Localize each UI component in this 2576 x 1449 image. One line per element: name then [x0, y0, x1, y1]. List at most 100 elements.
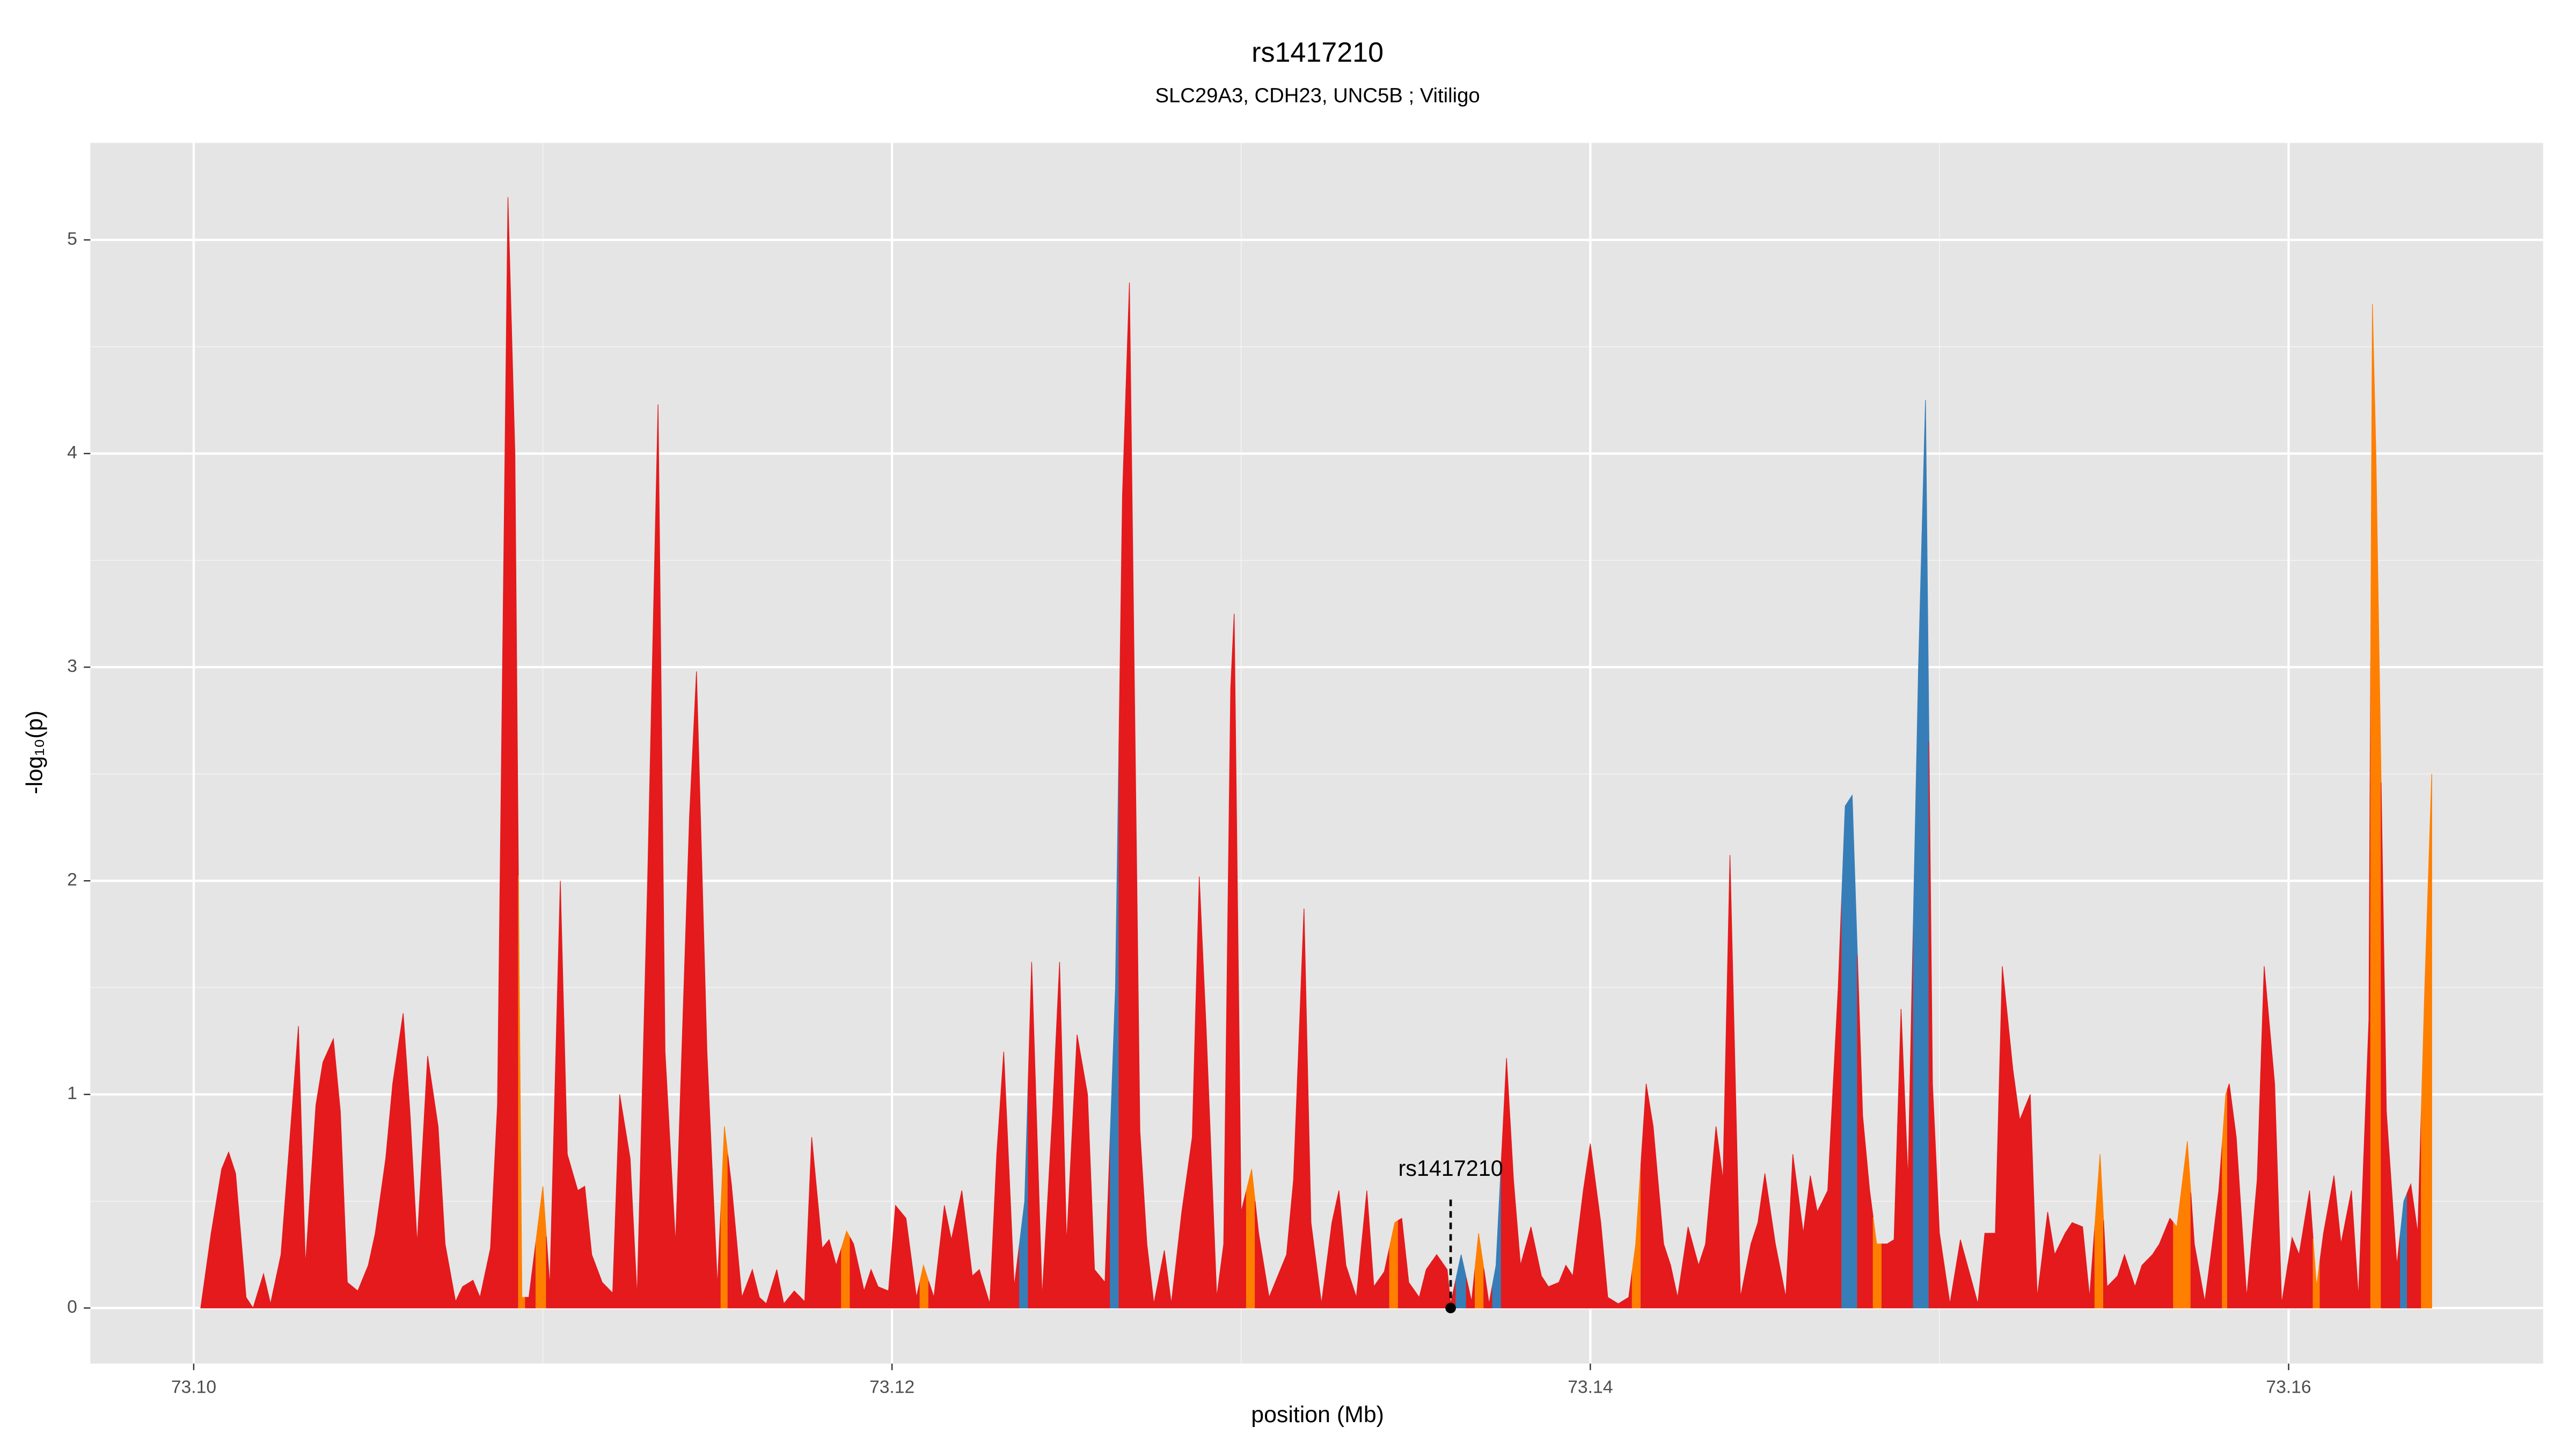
area-segment: [2155, 1231, 2165, 1308]
area-segment: [788, 1290, 800, 1308]
area-segment: [1641, 1084, 1650, 1308]
area-segment: [1397, 1218, 1406, 1308]
area-segment: [780, 1286, 789, 1308]
area-segment: [1274, 1263, 1284, 1308]
area-segment: [2278, 1194, 2287, 1308]
area-segment: [1298, 908, 1308, 1308]
area-segment: [2312, 1238, 2321, 1308]
area-segment: [1857, 955, 1867, 1308]
area-segment: [2421, 881, 2429, 1308]
area-segment: [1682, 1226, 1694, 1308]
area-segment: [1187, 1007, 1196, 1308]
area-segment: [900, 1211, 912, 1308]
area-segment: [2337, 1210, 2347, 1308]
area-segment: [1780, 1226, 1790, 1308]
area-segment: [939, 1205, 948, 1308]
area-segment: [1246, 1169, 1256, 1308]
chart-title: rs1417210: [1252, 37, 1384, 68]
plot-panel: [90, 143, 2543, 1364]
x-tick-label: 73.12: [869, 1378, 914, 1397]
area-segment: [1806, 1175, 1814, 1308]
area-segment: [1719, 1017, 1727, 1308]
area-segment: [771, 1269, 781, 1308]
area-segment: [2112, 1265, 2121, 1308]
area-segment: [891, 1204, 902, 1308]
area-segment: [1290, 1044, 1299, 1308]
area-segment: [1963, 1252, 1973, 1308]
area-segment: [1525, 1226, 1537, 1308]
area-segment: [2407, 1183, 2415, 1308]
area-segment: [441, 1185, 451, 1308]
area-segment: [712, 1169, 721, 1308]
area-segment: [1422, 1261, 1432, 1308]
area-segment: [642, 642, 654, 1308]
area-segment: [1351, 1243, 1362, 1308]
area-segment: [1666, 1254, 1675, 1308]
area-segment: [1865, 1153, 1874, 1308]
area-segment: [467, 1279, 477, 1308]
area-segment: [2251, 1073, 2262, 1308]
area-segment: [2129, 1270, 2139, 1308]
area-segment: [1673, 1262, 1684, 1308]
area-segment: [406, 1064, 414, 1308]
area-segment: [546, 1084, 555, 1308]
y-tick-label: 3: [67, 656, 77, 676]
area-segment: [2428, 774, 2432, 1308]
area-segment: [2042, 1212, 2052, 1308]
area-segment: [2227, 1084, 2234, 1308]
area-segment: [1361, 1190, 1371, 1308]
area-segment: [1623, 1270, 1633, 1308]
area-segment: [1789, 1154, 1799, 1308]
area-segment: [1125, 282, 1135, 1308]
area-segment: [1028, 962, 1037, 1308]
area-segment: [956, 1190, 968, 1308]
area-segment: [850, 1237, 859, 1308]
area-segment: [762, 1286, 772, 1308]
area-segment: [289, 1026, 303, 1308]
area-segment: [1832, 897, 1842, 1308]
area-segment: [1019, 1081, 1029, 1308]
area-segment: [249, 1291, 259, 1309]
area-segment: [1404, 1250, 1415, 1308]
area-segment: [1143, 1187, 1151, 1308]
area-segment: [616, 1094, 626, 1308]
area-segment: [2260, 966, 2270, 1308]
area-segment: [1008, 1169, 1020, 1308]
area-segment: [2068, 1222, 2078, 1308]
area-segment: [336, 1075, 345, 1308]
x-tick-label: 73.16: [2266, 1378, 2311, 1397]
x-axis-label: position (Mb): [1251, 1402, 1384, 1428]
area-segment: [1631, 1163, 1642, 1308]
x-tick-label: 73.10: [171, 1378, 216, 1397]
area-segment: [816, 1192, 826, 1308]
area-segment: [874, 1278, 884, 1308]
area-segment: [1091, 1182, 1100, 1308]
area-segment: [1501, 1058, 1511, 1308]
area-segment: [525, 1241, 537, 1308]
area-segment: [1701, 1185, 1711, 1308]
area-segment: [1455, 1254, 1467, 1308]
area-segment: [1237, 912, 1247, 1308]
area-segment: [607, 1194, 617, 1308]
area-segment: [883, 1248, 892, 1308]
area-segment: [2295, 1223, 2305, 1308]
area-segment: [1342, 1227, 1352, 1308]
area-segment: [808, 1137, 817, 1308]
area-segment: [2120, 1253, 2131, 1308]
area-segment: [1000, 1051, 1009, 1308]
area-segment: [2208, 1219, 2216, 1308]
area-segment: [1921, 400, 1929, 1308]
area-segment: [389, 1048, 399, 1308]
y-axis-label: -log₁₀(p): [22, 711, 48, 794]
area-segment: [2007, 1017, 2017, 1308]
area-segment: [2414, 1110, 2422, 1308]
area-segment: [1881, 1241, 1891, 1308]
annotation-point: [1445, 1302, 1456, 1314]
area-segment: [1176, 1174, 1188, 1308]
area-segment: [2346, 1190, 2355, 1308]
area-segment: [682, 744, 693, 1308]
area-segment: [2304, 1190, 2314, 1308]
area-segment: [1841, 799, 1849, 1308]
area-segment: [302, 1145, 311, 1308]
